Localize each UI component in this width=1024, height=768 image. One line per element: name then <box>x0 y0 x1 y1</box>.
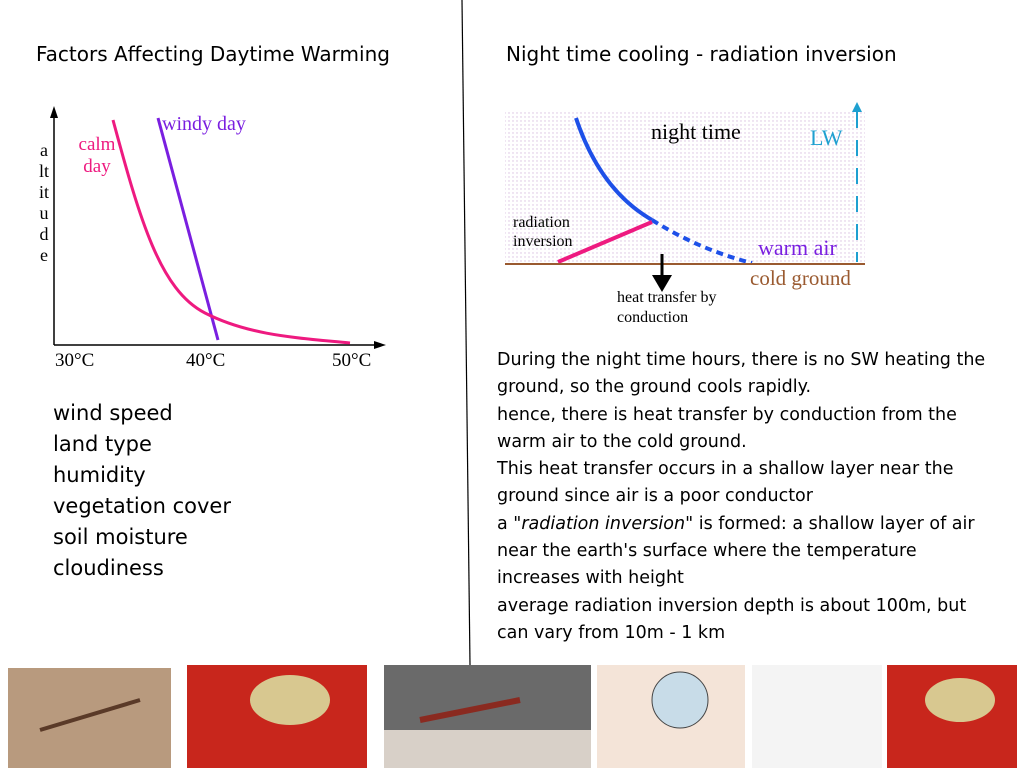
paragraph: This heat transfer occurs in a shallow l… <box>497 459 954 507</box>
night-label: night time <box>651 119 741 144</box>
calm-label: calm day <box>78 134 116 177</box>
conduction-label: heat transfer by conduction <box>617 289 717 326</box>
daytime-diagram <box>50 106 386 349</box>
x-label: 40°C <box>186 350 226 371</box>
x-label: 50°C <box>332 350 372 371</box>
factor-list: wind speed land type humidity vegetation… <box>53 398 231 584</box>
y-label: altitude <box>38 140 49 265</box>
factor: soil moisture <box>53 525 188 549</box>
paragraph: average radiation inversion depth is abo… <box>497 595 967 643</box>
lw-label: LW <box>810 125 843 150</box>
factor: land type <box>53 432 152 456</box>
paragraph: a "radiation inversion" is formed: a sha… <box>497 511 997 593</box>
ground-label: cold ground <box>750 266 851 290</box>
text: a " <box>497 513 522 534</box>
paragraph: hence, there is heat transfer by conduct… <box>497 404 957 452</box>
night-diagram <box>505 102 865 292</box>
x-label: 30°C <box>55 350 95 371</box>
warm-label: warm air <box>758 235 837 260</box>
emphasis: radiation inversion <box>521 513 686 534</box>
divider <box>461 0 471 666</box>
paragraph: During the night time hours, there is no… <box>497 350 986 398</box>
windy-label: windy day <box>162 113 246 135</box>
inversion-label: radiation inversion <box>513 214 573 250</box>
factor: cloudiness <box>53 556 164 580</box>
factor: humidity <box>53 463 146 487</box>
right-title: Night time cooling - radiation inversion <box>506 42 897 66</box>
explanation: During the night time hours, there is no… <box>497 347 997 647</box>
left-title: Factors Affecting Daytime Warming <box>36 42 390 66</box>
factor: wind speed <box>53 401 173 425</box>
factor: vegetation cover <box>53 494 231 518</box>
text: " is formed: a shallow layer of air near… <box>497 513 975 589</box>
photo-strip <box>8 665 1017 768</box>
